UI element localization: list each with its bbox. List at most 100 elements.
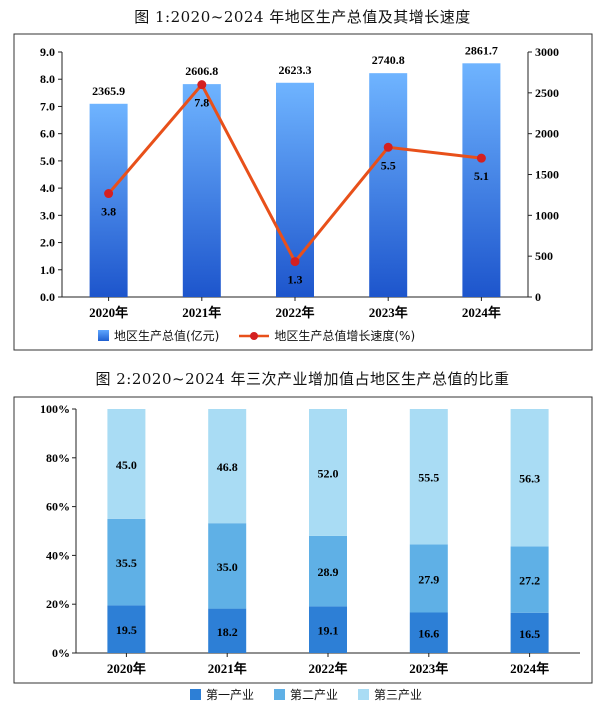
chart2-segment [107,409,146,519]
chart1-bar [89,103,128,297]
chart1-right-tick-label: 2000 [535,127,559,141]
chart2-segment-label: 35.0 [217,560,238,574]
chart1-right-tick-label: 2500 [535,86,559,100]
chart1-left-tick-label: 5.0 [40,154,55,168]
line-marker-icon [239,331,270,340]
chart1-right-tick-label: 0 [535,290,541,304]
chart2-x-tick-label: 2022年 [308,661,347,676]
chart1-growth-label: 3.8 [101,205,116,219]
chart2-frame [13,396,593,684]
chart2-legend-tertiary: 第三产业 [358,686,422,703]
chart1-left-tick-label: 0.0 [40,290,55,304]
chart1-growth-point [476,153,486,163]
chart1-bar [182,84,221,297]
chart2-x-tick-label: 2020年 [107,661,146,676]
chart2-segment [208,608,247,653]
chart1-growth-point [104,189,114,199]
chart2-segment-label: 35.5 [116,556,137,570]
chart2-segment-label: 56.3 [519,472,540,486]
chart2-segment-label: 27.9 [418,572,439,586]
chart2-y-tick-label: 0% [52,646,70,660]
chart2-segment [309,409,347,536]
chart2-segment [510,546,549,613]
chart1-left-tick-label: 7.0 [40,99,55,113]
chart1-growth-point [383,142,393,152]
chart2-legend-secondary: 第二产业 [274,686,338,703]
bar-swatch-icon [98,330,109,341]
chart1-x-tick-label: 2024年 [462,305,501,320]
chart1-bar-label: 2606.8 [185,64,218,78]
chart2-legend-secondary-label: 第二产业 [290,688,339,702]
chart2-y-tick-label: 20% [46,597,70,611]
chart1-x-tick-label: 2021年 [182,305,221,320]
tertiary-swatch-icon [358,689,370,700]
chart2-segment-label: 55.5 [418,471,439,485]
chart2-segment-label: 16.6 [418,627,439,641]
chart2-segment [409,612,448,653]
chart1-legend-bar-label: 地区生产总值(亿元) [114,329,220,343]
chart1-bar-label: 2365.9 [92,84,125,98]
chart2-segment [510,409,549,547]
chart2-x-tick-label: 2021年 [208,661,247,676]
chart2-segment-label: 28.9 [318,565,339,579]
chart2-segment-label: 27.2 [519,574,540,588]
chart1-title: 图 1:2020~2024 年地区生产总值及其增长速度 [134,8,471,26]
chart2-segment [208,409,247,524]
chart2-segment [107,605,146,653]
secondary-swatch-icon [274,689,286,700]
chart2-segment-label: 16.5 [519,627,540,641]
chart2-segment [510,612,549,653]
chart2-y-tick-label: 100% [40,402,70,416]
chart1-bar [369,73,408,297]
chart1-left-tick-label: 8.0 [40,72,55,86]
chart1-left-tick-label: 6.0 [40,127,55,141]
chart1-right-tick-label: 1000 [535,208,559,222]
chart1-x-tick-label: 2023年 [369,305,408,320]
chart1-right-tick-label: 500 [535,249,553,263]
chart1-legend-bar: 地区生产总值(亿元) [98,327,219,344]
chart2-x-tick-label: 2024年 [510,661,549,676]
chart2-segment-label: 19.1 [318,624,339,638]
chart1-growth-point [197,80,207,90]
chart2-legend: 第一产业 第二产业 第三产业 [190,686,436,703]
chart2-segment-label: 19.5 [116,623,137,637]
chart1-legend-line-label: 地区生产总值增长速度(%) [274,329,416,343]
chart2-segment-label: 45.0 [116,458,137,472]
chart2-segment-label: 46.8 [217,460,238,474]
chart1-legend: 地区生产总值(亿元) 地区生产总值增长速度(%) [98,327,429,344]
chart2-x-tick-label: 2023年 [409,661,448,676]
chart2-segment [208,523,247,609]
chart1-growth-point [290,257,300,267]
chart1-growth-label: 5.5 [381,158,396,172]
chart1-left-tick-label: 3.0 [40,208,55,222]
chart2-title: 图 2:2020~2024 年三次产业增加值占地区生产总值的比重 [95,370,510,388]
chart2-segment [409,409,448,545]
chart1-x-tick-label: 2020年 [89,305,128,320]
chart2-segment [107,518,146,606]
chart2-legend-tertiary-label: 第三产业 [374,688,423,702]
chart1-bar-label: 2623.3 [279,63,312,77]
chart2-segment-label: 18.2 [217,625,238,639]
chart1-bar-label: 2740.8 [372,53,405,67]
chart2-segment [309,606,347,653]
chart1-bar [462,63,501,298]
chart1-growth-label: 5.1 [474,169,489,183]
chart1-left-tick-label: 4.0 [40,181,55,195]
chart1-right-tick-label: 1500 [535,168,559,182]
chart2-legend-primary-label: 第一产业 [206,688,255,702]
chart1-growth-label: 7.8 [194,96,209,110]
chart1-bar-label: 2861.7 [465,43,498,57]
chart1-x-tick-label: 2022年 [275,305,314,320]
chart1-legend-line: 地区生产总值增长速度(%) [239,327,415,344]
chart2-y-tick-label: 80% [46,451,70,465]
chart1-left-tick-label: 1.0 [40,263,55,277]
chart1-svg: 0.0 1.0 2.0 3.0 4.0 5.0 6.0 7.0 8.0 9.0 0 500 1000 15… [13,33,593,351]
primary-swatch-icon [190,689,201,700]
chart1-left-tick-label: 9.0 [40,45,55,59]
chart2-y-tick-label: 40% [46,548,70,562]
chart1-panel: 0.0 1.0 2.0 3.0 4.0 5.0 6.0 7.0 8.0 9.0 0 500 1000 15… [0,32,605,352]
chart2-segment-label: 52.0 [318,466,339,480]
chart1-frame [13,33,593,351]
chart2-y-tick-label: 60% [46,500,70,514]
chart2-legend-primary: 第一产业 [190,686,254,703]
